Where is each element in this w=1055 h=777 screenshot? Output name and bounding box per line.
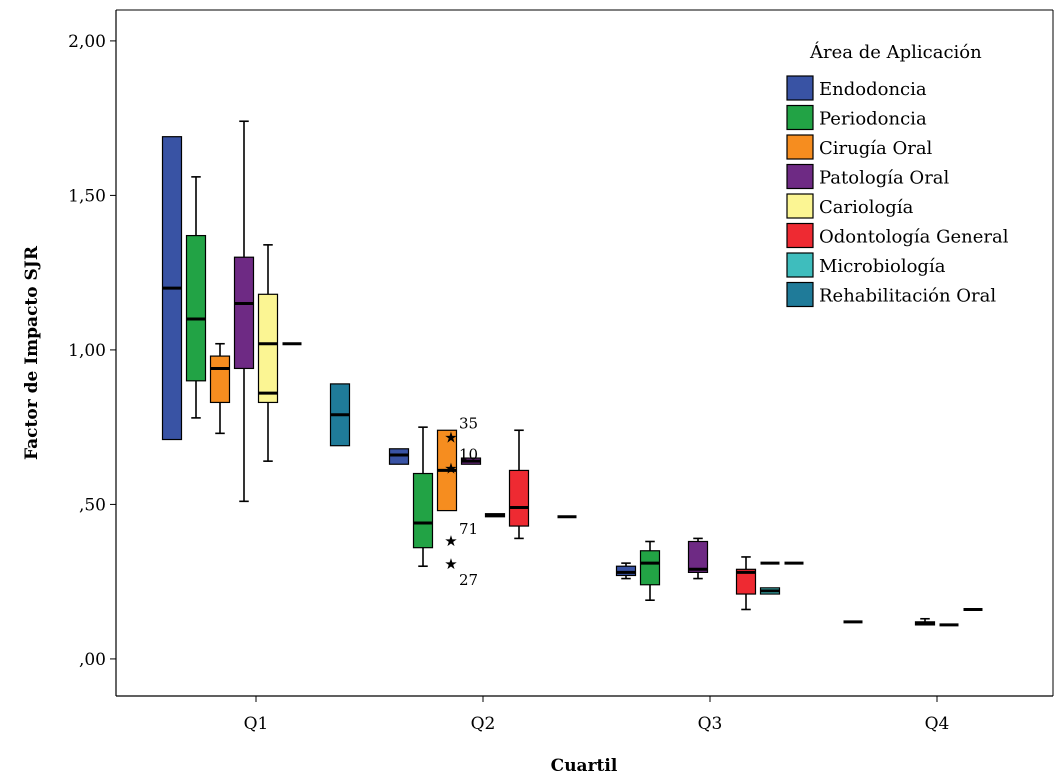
box-odontolog-a-general <box>508 429 530 540</box>
legend-label: Cirugía Oral <box>819 138 933 159</box>
box-microbiolog-a <box>759 587 781 595</box>
box-iqr <box>185 234 207 382</box>
x-axis-ticks: Q1 Q2 Q3 Q4 <box>244 696 950 734</box>
box-periodoncia <box>639 540 661 602</box>
box-endodoncia <box>388 448 410 465</box>
legend-label: Periodoncia <box>819 109 927 130</box>
legend: Área de Aplicación Endodoncia Periodoncia… <box>786 40 1009 308</box>
legend-label: Microbiología <box>819 256 946 277</box>
box-cariolog-a <box>484 513 506 518</box>
legend-swatch <box>786 281 814 308</box>
axes <box>115 9 1054 697</box>
outlier-label: 27 <box>459 571 478 589</box>
y-axis-ticks: ,00 ,50 1,00 1,50 2,00 <box>68 32 116 670</box>
outlier-label: 35 <box>459 414 478 432</box>
box-iqr <box>233 256 255 370</box>
box-periodoncia <box>185 176 207 419</box>
y-tick-label: 1,50 <box>68 186 106 206</box>
box-iqr <box>508 469 530 527</box>
box-iqr <box>257 293 279 404</box>
box-rehabilitaci-n-oral <box>329 383 351 447</box>
box-iqr <box>388 448 410 465</box>
y-tick-label: 1,00 <box>68 341 106 361</box>
box-iqr <box>735 568 757 595</box>
y-tick-label: ,50 <box>79 495 106 515</box>
legend-items: Endodoncia Periodoncia Cirugía Oral Patolog… <box>786 75 1009 308</box>
boxplot-series <box>161 120 936 626</box>
box-endodoncia <box>615 562 637 580</box>
outlier-star: ★ <box>444 532 457 550</box>
legend-label: Patología Oral <box>819 168 950 189</box>
box-patolog-a-oral <box>914 617 936 626</box>
box-patolog-a-oral <box>233 120 255 503</box>
legend-label: Cariología <box>819 197 914 218</box>
outlier-marks: ★35★10★71★27 <box>444 414 478 589</box>
outlier-star: ★ <box>444 428 457 446</box>
x-tick-label: Q3 <box>698 714 723 734</box>
legend-swatch <box>786 134 814 160</box>
legend-swatch <box>786 75 814 101</box>
single-value-marks <box>258 342 983 627</box>
legend-label: Rehabilitación Oral <box>819 286 996 307</box>
legend-label: Endodoncia <box>819 79 927 100</box>
box-cariolog-a <box>257 244 279 462</box>
box-patolog-a-oral <box>460 457 482 465</box>
box-iqr <box>687 540 709 573</box>
outlier-star: ★ <box>444 555 457 573</box>
box-cirug-a-oral <box>209 342 231 435</box>
legend-swatch <box>786 222 814 249</box>
x-tick-label: Q4 <box>925 714 950 734</box>
x-tick-label: Q2 <box>471 714 496 734</box>
box-iqr <box>615 565 637 577</box>
legend-swatch <box>786 163 814 190</box>
legend-swatch <box>786 104 814 131</box>
y-axis-title: Factor de Impacto SJR <box>22 245 42 460</box>
legend-swatch <box>786 193 814 219</box>
outlier-label: 10 <box>459 445 478 463</box>
box-cirug-a-oral <box>436 429 458 512</box>
x-axis-title: Cuartil <box>551 756 618 776</box>
y-tick-label: 2,00 <box>68 32 106 52</box>
legend-title: Área de Aplicación <box>809 40 982 63</box>
box-odontolog-a-general <box>735 556 757 611</box>
box-patolog-a-oral <box>687 537 709 580</box>
x-tick-label: Q1 <box>244 714 269 734</box>
box-periodoncia <box>412 426 434 568</box>
y-tick-label: ,00 <box>79 650 106 670</box>
legend-swatch <box>786 252 814 278</box>
box-endodoncia <box>161 136 183 441</box>
legend-label: Odontología General <box>819 227 1009 248</box>
outlier-star: ★ <box>444 459 457 477</box>
box-iqr <box>639 550 661 586</box>
outlier-label: 71 <box>459 520 478 538</box>
box-iqr <box>412 472 434 549</box>
box-iqr <box>209 355 231 404</box>
